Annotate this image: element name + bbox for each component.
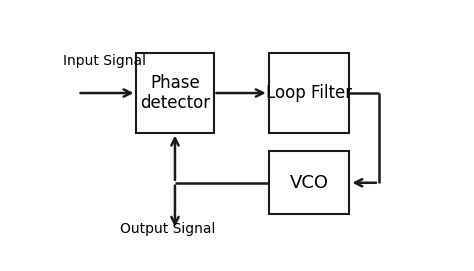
Bar bbox=[269, 53, 349, 133]
Bar bbox=[137, 53, 213, 133]
Text: Phase
detector: Phase detector bbox=[140, 74, 210, 112]
Text: VCO: VCO bbox=[290, 174, 328, 192]
Bar bbox=[269, 151, 349, 214]
Text: Output Signal: Output Signal bbox=[120, 222, 215, 236]
Text: Loop Filter: Loop Filter bbox=[266, 84, 352, 102]
Text: Input Signal: Input Signal bbox=[63, 54, 146, 68]
